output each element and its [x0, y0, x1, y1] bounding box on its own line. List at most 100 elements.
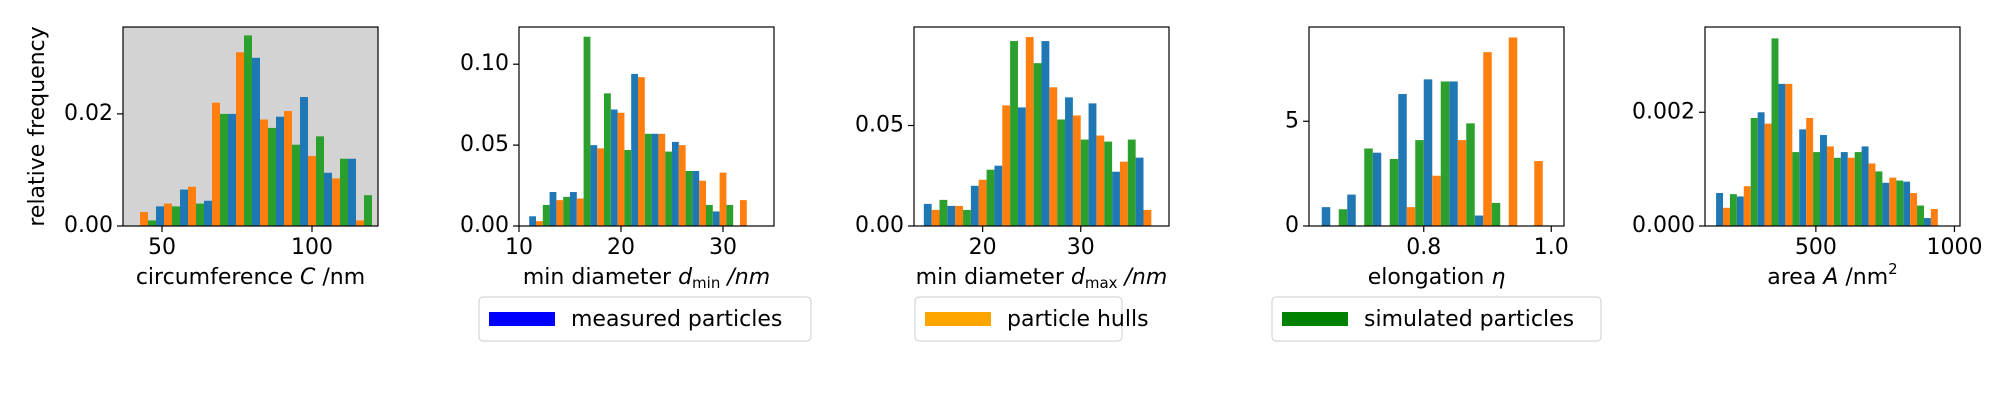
x-axis-label-part: η	[1491, 265, 1505, 290]
x-axis-label-part: min diameter	[916, 265, 1071, 290]
bar	[1088, 103, 1097, 226]
legend-frame	[914, 296, 1123, 342]
bar	[1889, 177, 1897, 226]
bar	[300, 97, 308, 226]
bar	[665, 151, 672, 226]
bar	[1750, 117, 1758, 226]
bar	[692, 170, 700, 226]
legend: measured particles	[478, 296, 812, 342]
bar	[638, 77, 645, 226]
x-tick-label: 1000	[1926, 235, 1982, 260]
bar	[276, 116, 284, 226]
subplot: 10 20 30 0.00 0.05 0.10 min diameter dmin /nm	[460, 26, 775, 292]
bar	[1930, 208, 1938, 226]
bar	[1716, 193, 1724, 226]
bar	[1840, 152, 1848, 226]
bar	[1347, 194, 1356, 226]
x-axis-label-part: min diameter	[523, 265, 678, 290]
x-tick-label: 30	[709, 235, 737, 260]
bar	[1491, 202, 1501, 226]
bar	[252, 57, 260, 226]
bar	[1723, 207, 1730, 226]
bar	[978, 179, 987, 226]
legend: simulated particles	[1271, 296, 1602, 342]
bar	[970, 185, 979, 226]
bar	[1757, 112, 1765, 226]
bar	[1104, 141, 1113, 226]
bar	[610, 109, 618, 226]
bar	[140, 211, 148, 226]
y-tick-label: 0.002	[1632, 99, 1695, 124]
x-tick-label: 10	[505, 235, 533, 260]
bar	[706, 204, 713, 226]
bar	[1119, 161, 1128, 226]
bar	[624, 149, 632, 226]
axes-frame	[1308, 26, 1565, 227]
bar	[631, 73, 638, 226]
legend-swatch	[1282, 312, 1348, 326]
bar	[1875, 171, 1883, 226]
axes-frame	[122, 26, 379, 227]
bar	[986, 169, 995, 226]
bar	[1002, 105, 1011, 226]
bar	[1440, 81, 1450, 226]
x-axis-label-part: min	[692, 274, 720, 292]
legend-swatch	[489, 312, 555, 326]
bar	[678, 145, 686, 226]
bar	[549, 192, 557, 226]
x-axis-label-part: circumference	[136, 265, 300, 290]
bar	[1072, 115, 1081, 226]
x-axis-label-part: /nm	[720, 265, 770, 290]
bar	[1364, 148, 1373, 226]
bar	[726, 204, 734, 226]
x-axis-label-part: /nm	[1118, 265, 1168, 290]
bar	[196, 203, 204, 226]
bar	[1389, 158, 1399, 226]
x-tick-label: 20	[607, 235, 635, 260]
bar	[685, 170, 693, 226]
bar	[1854, 152, 1862, 226]
bar	[1457, 140, 1467, 226]
y-tick-label: 0.10	[460, 51, 509, 76]
x-axis-label: area A /nm2	[1767, 260, 1897, 291]
bar	[1508, 37, 1518, 227]
x-axis-label-part: /nm	[1838, 265, 1888, 290]
x-axis-label: min diameter dmin /nm	[523, 265, 770, 292]
y-tick-label: 0	[1285, 213, 1299, 238]
bar	[1057, 119, 1066, 226]
x-tick-label: 50	[148, 235, 176, 260]
bar	[604, 93, 611, 226]
bar	[1338, 209, 1348, 226]
legend-label: simulated particles	[1364, 307, 1574, 332]
bar	[1372, 152, 1382, 226]
x-axis-label-part: elongation	[1368, 265, 1492, 290]
legend-label: particle hulls	[1007, 307, 1149, 332]
bar	[1903, 181, 1911, 226]
bar	[536, 221, 543, 226]
bar	[672, 141, 679, 226]
bar	[1406, 207, 1416, 226]
bar	[236, 52, 244, 226]
bar	[332, 178, 340, 226]
y-axis-label: relative frequency	[25, 26, 50, 226]
bar	[994, 165, 1003, 226]
bar	[699, 180, 706, 226]
bar	[556, 200, 564, 226]
bar	[651, 133, 659, 226]
subplot: 20 30 0.00 0.05 min diameter dmax /nm	[855, 26, 1170, 292]
bar	[1847, 157, 1855, 226]
bar	[164, 203, 172, 226]
bar	[1096, 135, 1105, 226]
bar	[1041, 41, 1050, 226]
x-axis-label: circumference C /nm	[136, 265, 365, 290]
bar	[1398, 94, 1407, 226]
y-tick-label: 0.000	[1632, 213, 1695, 238]
bar	[1882, 182, 1890, 226]
bar	[923, 203, 932, 226]
bar	[1861, 146, 1869, 226]
bar	[212, 102, 220, 226]
bar	[1778, 83, 1786, 226]
y-tick-label: 0.00	[64, 213, 113, 238]
bar	[316, 136, 324, 226]
